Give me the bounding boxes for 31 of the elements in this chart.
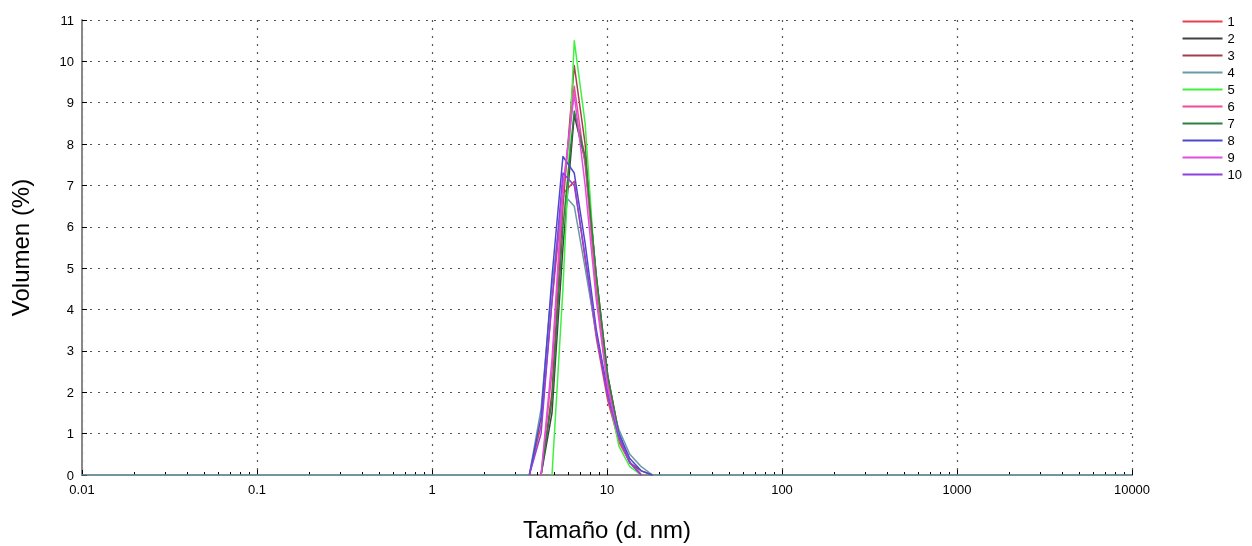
y-tick-label: 6 [66,219,74,235]
legend-label: 7 [1227,116,1235,131]
legend-label: 10 [1227,167,1243,182]
x-tick-label: 10000 [1113,482,1151,497]
legend-label: 1 [1227,14,1235,29]
y-tick-label: 2 [66,384,74,400]
y-tick-label: 7 [66,177,74,193]
x-tick-label: 1 [428,482,436,497]
y-tick-label: 3 [66,343,74,359]
legend-label: 9 [1227,150,1235,165]
y-tick-label: 4 [66,302,74,318]
x-tick-label: 0.01 [69,482,95,497]
y-tick-label: 8 [66,136,74,152]
legend-label: 2 [1227,31,1235,46]
y-tick-label: 0 [66,467,74,483]
x-axis-title: Tamaño (d. nm) [522,515,692,543]
y-axis-title: Volumen (%) [6,178,34,317]
y-tick-label: 11 [60,12,74,28]
legend-label: 8 [1227,133,1235,148]
x-tick-label: 10 [599,482,615,497]
legend-label: 3 [1227,48,1235,63]
y-tick-label: 1 [66,426,74,442]
legend-label: 5 [1227,82,1235,97]
legend-label: 6 [1227,99,1235,114]
y-tick-label: 9 [66,95,74,111]
x-tick-label: 0.1 [247,482,267,497]
y-tick-label: 10 [59,53,74,69]
legend-label: 4 [1227,65,1235,80]
x-tick-label: 100 [771,482,793,497]
x-tick-label: 1000 [942,482,972,497]
y-tick-label: 5 [66,260,74,276]
